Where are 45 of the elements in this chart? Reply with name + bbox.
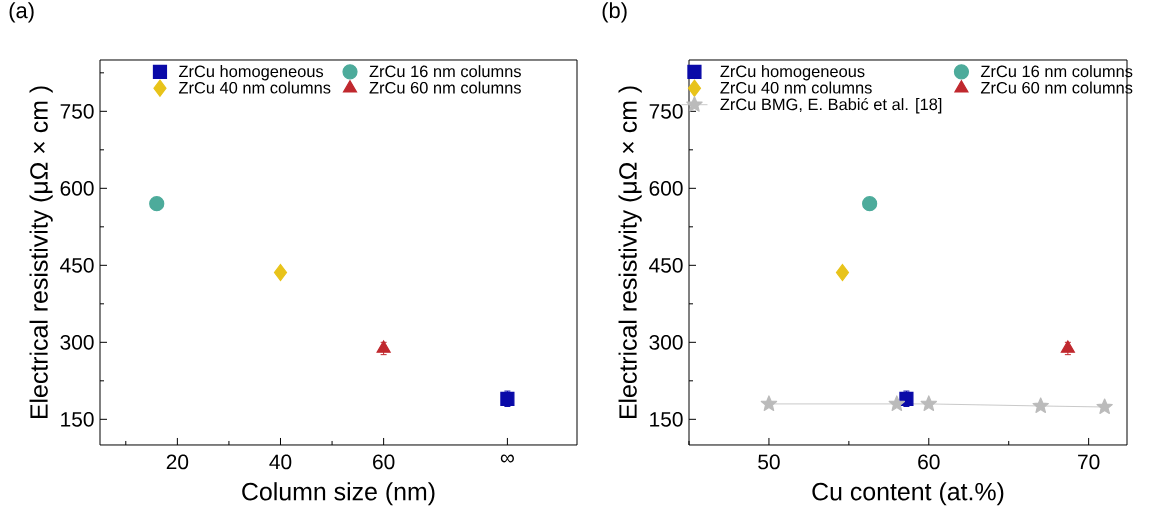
legend-label: ZrCu BMG, E. Babić et al. [18] xyxy=(720,97,942,114)
point xyxy=(500,391,515,406)
y-tick-label: 150 xyxy=(650,411,683,427)
point xyxy=(899,391,914,406)
point xyxy=(1096,398,1113,415)
point xyxy=(862,196,878,212)
legend-label: ZrCu 60 nm columns xyxy=(369,81,521,94)
legend-label: ZrCu 60 nm columns xyxy=(980,81,1133,94)
x-tick-label: ∞ xyxy=(500,454,514,463)
point xyxy=(760,395,778,411)
y-tick-label: 450 xyxy=(649,257,683,273)
x-axis-title: Column size (nm) xyxy=(242,482,435,506)
point xyxy=(273,263,288,282)
point xyxy=(920,395,937,411)
legend-label: ZrCu homogeneous xyxy=(720,65,865,81)
x-tick-label: 70 xyxy=(1078,454,1100,470)
x-tick-label: 50 xyxy=(758,454,780,470)
y-tick-label: 150 xyxy=(61,411,94,427)
y-tick-label: 450 xyxy=(60,257,94,273)
point xyxy=(888,395,906,411)
legend-label: ZrCu 40 nm columns xyxy=(178,81,331,94)
y-tick-label: 300 xyxy=(649,334,683,350)
x-tick-label: 60 xyxy=(918,454,940,470)
x-tick-label: 40 xyxy=(269,454,292,470)
y-tick-label: 750 xyxy=(60,103,94,119)
x-axis-title: Cu content (at.%) xyxy=(812,482,1004,506)
legend-label: ZrCu 16 nm columns xyxy=(980,65,1133,78)
y-tick-label: 600 xyxy=(649,180,683,196)
legend-label: ZrCu 16 nm columns xyxy=(369,65,521,78)
point xyxy=(149,196,165,212)
x-tick-label: 60 xyxy=(373,454,395,470)
y-tick-label: 750 xyxy=(649,103,683,119)
chart-title: (b) xyxy=(602,2,627,23)
y-tick-label: 600 xyxy=(60,180,94,196)
chart-title: (a) xyxy=(9,2,34,23)
point xyxy=(1060,340,1075,353)
y-axis-title: Electrical resistivity (μΩ × cm ) xyxy=(29,86,53,419)
point xyxy=(835,263,850,282)
legend-label: ZrCu homogeneous xyxy=(178,65,324,81)
y-tick-label: 300 xyxy=(60,334,94,350)
legend-label: ZrCu 40 nm columns xyxy=(720,81,872,94)
point xyxy=(1032,397,1049,414)
x-tick-label: 20 xyxy=(166,454,189,470)
point xyxy=(376,340,391,353)
y-axis-title: Electrical resistivity (μΩ × cm ) xyxy=(618,86,642,419)
